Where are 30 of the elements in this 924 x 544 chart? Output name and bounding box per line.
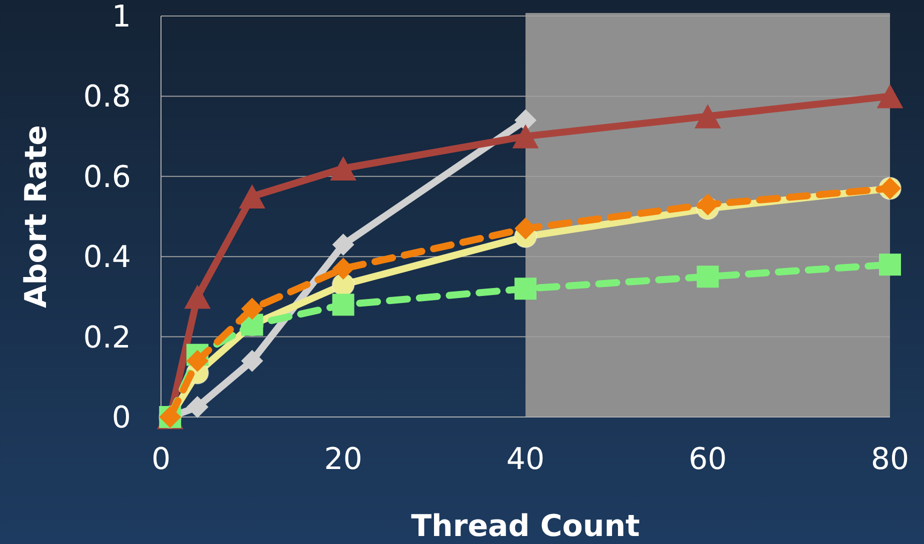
point — [514, 278, 536, 300]
y-tick-label: 0 — [112, 400, 131, 436]
point — [332, 294, 354, 316]
point — [241, 350, 264, 372]
point — [694, 104, 721, 128]
point — [514, 218, 536, 240]
point — [512, 124, 539, 148]
y-tick-label: 1 — [112, 0, 131, 34]
point — [330, 156, 356, 180]
point — [186, 396, 208, 418]
y-tick-label: 0.2 — [83, 320, 131, 356]
y-axis-title: Abort Rate — [19, 125, 54, 308]
point — [696, 266, 719, 288]
point — [186, 350, 208, 372]
point — [184, 284, 211, 309]
x-tick-label: 60 — [688, 442, 727, 477]
x-tick-label: 80 — [870, 442, 910, 477]
point — [876, 84, 904, 108]
x-axis-title: Thread Count — [411, 509, 640, 544]
y-tick-label: 0.8 — [83, 80, 131, 115]
point — [332, 234, 354, 256]
y-tick-label: 0.6 — [83, 160, 131, 195]
x-tick-label: 0 — [151, 442, 171, 477]
point — [241, 298, 264, 320]
x-tick-label: 20 — [324, 442, 362, 477]
point — [332, 258, 354, 280]
x-tick-label: 40 — [506, 442, 545, 477]
point — [238, 184, 266, 209]
point — [879, 254, 901, 276]
y-tick-label: 0.4 — [83, 240, 131, 276]
